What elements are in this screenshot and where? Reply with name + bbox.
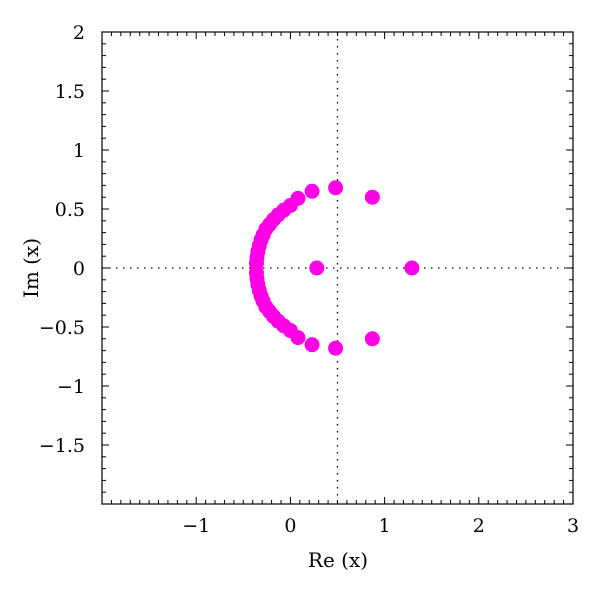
- x-tick-label: 3: [567, 515, 579, 537]
- x-tick-label: 1: [379, 515, 391, 537]
- y-tick-label: −0.5: [39, 317, 85, 339]
- x-tick-label: 2: [473, 515, 485, 537]
- data-point: [364, 331, 380, 347]
- y-tick-label: 2: [73, 22, 85, 44]
- y-tick-label: 1: [73, 140, 85, 162]
- axis-ticks: [101, 31, 574, 505]
- data-point: [304, 337, 320, 353]
- reference-lines: [102, 32, 573, 504]
- axis-tick-labels: −1 0 1 2 3 2 1.5 1 0.5 0 −0.5 −1 −1.5: [39, 22, 579, 537]
- data-point: [328, 340, 344, 356]
- x-tick-label: −1: [182, 515, 210, 537]
- y-tick-label: 1.5: [55, 81, 85, 103]
- data-point: [328, 180, 344, 196]
- y-tick-label: −1: [57, 376, 85, 398]
- data-point: [309, 260, 325, 276]
- y-tick-label: 0.5: [55, 199, 85, 221]
- x-tick-label: 0: [284, 515, 296, 537]
- data-point: [364, 189, 380, 205]
- x-axis-label: Re (x): [308, 548, 368, 572]
- data-point: [304, 183, 320, 199]
- y-tick-label: −1.5: [39, 435, 85, 457]
- data-point: [248, 265, 264, 281]
- data-point: [404, 260, 420, 276]
- y-tick-label: 0: [73, 258, 85, 280]
- y-axis-label: Im (x): [19, 238, 43, 298]
- data-points: [248, 180, 420, 356]
